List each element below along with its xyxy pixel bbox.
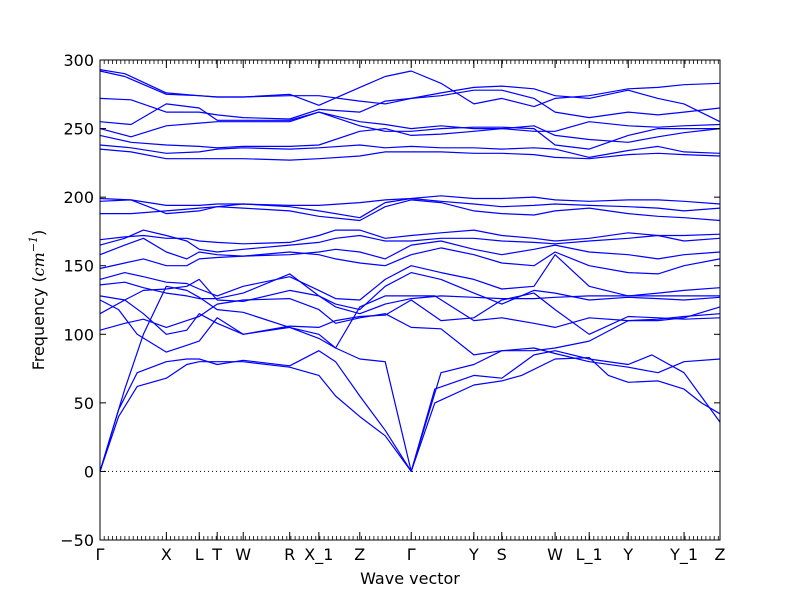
x-tick-label: Y_1 [669, 545, 698, 565]
x-tick-label: X [161, 545, 172, 564]
x-tick-label: Z [354, 545, 365, 564]
x-axis-ticks: Γ X L T W R X_1 Z Γ Y S W L_1 Y Y_1 Z [96, 60, 726, 565]
band-line-20 [99, 111, 720, 150]
x-tick-label: Y [622, 545, 633, 564]
x-axis-label: Wave vector [360, 569, 460, 588]
y-tick-label: 100 [63, 325, 94, 344]
band-line-1 [99, 357, 721, 472]
band-line-14 [100, 199, 721, 222]
x-tick-label: W [547, 545, 563, 564]
band-line-7 [99, 278, 720, 315]
x-minor-ticks [99, 60, 719, 540]
band-line-2 [99, 350, 721, 472]
band-line-17 [99, 148, 721, 161]
x-tick-label: S [497, 545, 507, 564]
band-line-23 [99, 69, 721, 108]
band-line-12 [99, 229, 721, 253]
band-line-9 [99, 254, 721, 301]
band-line-4 [99, 295, 721, 353]
x-tick-label: Γ [96, 545, 105, 564]
x-tick-label: Γ [407, 545, 416, 564]
y-tick-label: 50 [74, 394, 94, 413]
band-line-21 [99, 103, 721, 132]
y-axis-label-close: ) [29, 230, 48, 236]
band-line-22 [99, 89, 721, 120]
y-axis-ticks: −50 0 50 100 150 200 250 300 [60, 51, 720, 550]
x-tick-label: R [284, 545, 295, 564]
band-line-3 [99, 285, 721, 472]
band-line-24 [99, 70, 721, 123]
band-line-8 [99, 272, 721, 311]
band-line-10 [99, 247, 721, 275]
band-line-11 [99, 237, 721, 260]
y-tick-label: 150 [63, 257, 94, 276]
x-tick-label: Z [715, 545, 726, 564]
y-axis-label-math: cm [29, 252, 48, 276]
x-tick-label: W [235, 545, 251, 564]
x-tick-label: X_1 [304, 545, 333, 565]
y-axis-label: Frequency (cm−1) [27, 230, 48, 371]
x-tick-label: L [195, 545, 204, 564]
band-line-6 [99, 298, 721, 356]
y-axis-label-sup: −1 [27, 236, 40, 252]
band-line-18 [99, 144, 721, 158]
y-tick-label: 200 [63, 188, 94, 207]
x-tick-label: Y [468, 545, 479, 564]
band-line-13 [99, 229, 721, 245]
x-tick-label: L_1 [576, 545, 603, 565]
plot-frame [99, 59, 721, 541]
y-tick-label: 300 [63, 51, 94, 70]
y-tick-label: −50 [60, 531, 94, 550]
band-line-16 [99, 195, 721, 206]
y-axis-label-text: Frequency ( [29, 276, 48, 370]
band-line-19 [99, 125, 721, 149]
band-lines [99, 69, 721, 472]
y-tick-label: 0 [84, 462, 94, 481]
y-tick-label: 250 [63, 120, 94, 139]
x-tick-label: T [211, 545, 222, 564]
